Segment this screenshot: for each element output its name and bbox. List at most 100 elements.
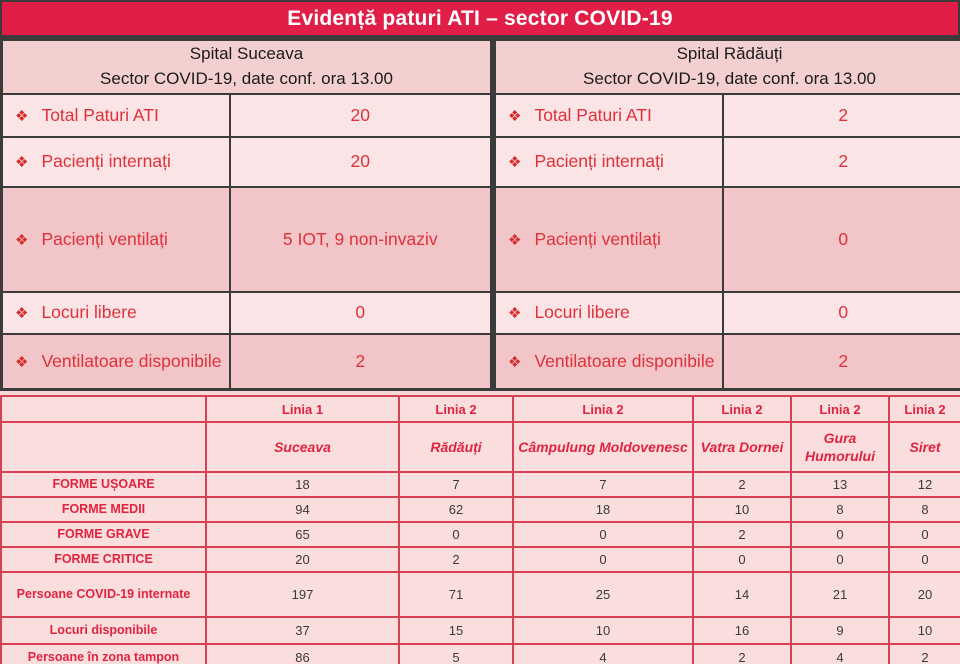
row-label: Total Paturi ATI (41, 104, 159, 125)
cell-value: 2 (692, 471, 792, 498)
cell-value: 4 (790, 643, 890, 664)
row-label: Total Paturi ATI (534, 104, 652, 125)
cell-value: 8 (790, 496, 890, 523)
linia-header: Linia 2 (692, 395, 792, 423)
cell-value: 37 (205, 616, 400, 645)
row-label-cell: ❖ Pacienți ventilați (0, 185, 231, 293)
row-label: Pacienți internați (41, 151, 171, 171)
hospital-table-suceava: Spital Suceava Sector COVID-19, date con… (0, 38, 493, 391)
cell-value: 7 (398, 471, 514, 498)
diamond-bullet-icon: ❖ (508, 353, 522, 371)
city-header: Siret (888, 421, 960, 473)
row-label-cell: ❖ Locuri libere (0, 290, 231, 335)
diamond-bullet-icon: ❖ (15, 154, 29, 171)
row-label: Persoane COVID-19 internate (0, 571, 207, 618)
cell-value: 15 (398, 616, 514, 645)
row-label: Pacienți ventilați (41, 228, 168, 249)
table-row: FORME MEDII 94 62 18 10 8 8 (0, 496, 960, 523)
cell-value: 0 (692, 546, 792, 573)
row-label: Pacienți ventilați (534, 228, 661, 249)
diamond-bullet-icon: ❖ (15, 305, 29, 322)
table-row: Persoane COVID-19 internate 197 71 25 14… (0, 571, 960, 618)
row-label-cell: ❖ Ventilatoare disponibile (493, 332, 724, 391)
row-label-cell: ❖ Locuri libere (493, 290, 724, 335)
row-label: Locuri disponibile (0, 616, 207, 645)
row-label: Locuri libere (41, 302, 137, 322)
hospital-tables-section: Spital Suceava Sector COVID-19, date con… (0, 38, 960, 391)
row-value: 0 (721, 290, 960, 335)
row-label-cell: ❖ Total Paturi ATI (493, 92, 724, 138)
table-row: FORME CRITICE 20 2 0 0 0 0 (0, 546, 960, 573)
linia-header: Linia 2 (790, 395, 890, 423)
city-header: Câmpulung Moldovenesc (512, 421, 694, 473)
hospital-name: Spital Suceava (189, 44, 304, 64)
diamond-bullet-icon: ❖ (508, 154, 522, 171)
row-value: 2 (721, 135, 960, 188)
page-title: Evidență paturi ATI – sector COVID-19 (287, 6, 673, 30)
hospital-subtitle: Sector COVID-19, date conf. ora 13.00 (583, 68, 876, 88)
diamond-bullet-icon: ❖ (15, 231, 29, 249)
row-value: 2 (228, 332, 493, 391)
row-label: FORME GRAVE (0, 521, 207, 548)
row-label-cell: ❖ Pacienți ventilați (493, 185, 724, 293)
row-value: 5 IOT, 9 non-invaziv (228, 185, 493, 293)
cell-value: 2 (398, 546, 514, 573)
row-label-cell: ❖ Pacienți internați (493, 135, 724, 188)
row-label: FORME MEDII (0, 496, 207, 523)
row-label-cell: ❖ Ventilatoare disponibile (0, 332, 231, 391)
row-label: Locuri libere (534, 302, 630, 322)
linia-header-row: Linia 1 Linia 2 Linia 2 Linia 2 Linia 2 … (0, 395, 960, 423)
cell-value: 71 (398, 571, 514, 618)
cell-value: 86 (205, 643, 400, 664)
table-row: FORME GRAVE 65 0 0 2 0 0 (0, 521, 960, 548)
cell-value: 25 (512, 571, 694, 618)
cell-value: 0 (398, 521, 514, 548)
row-label-cell: ❖ Pacienți internați (0, 135, 231, 188)
cell-value: 20 (205, 546, 400, 573)
row-value: 2 (721, 92, 960, 138)
cell-value: 20 (888, 571, 960, 618)
cell-value: 14 (692, 571, 792, 618)
cell-value: 197 (205, 571, 400, 618)
city-header: Gura Humorului (790, 421, 890, 473)
title-bar: Evidență paturi ATI – sector COVID-19 (0, 0, 960, 38)
cell-value: 0 (512, 521, 694, 548)
row-label: FORME CRITICE (0, 546, 207, 573)
row-label-cell: ❖ Total Paturi ATI (0, 92, 231, 138)
cell-value: 2 (692, 643, 792, 664)
cell-value: 0 (888, 546, 960, 573)
cell-value: 4 (512, 643, 694, 664)
cell-value: 21 (790, 571, 890, 618)
row-value: 2 (721, 332, 960, 391)
diamond-bullet-icon: ❖ (15, 353, 29, 371)
linia-header: Linia 1 (205, 395, 400, 423)
row-label: Ventilatoare disponibile (534, 350, 715, 371)
cell-value: 65 (205, 521, 400, 548)
linia-header: Linia 2 (398, 395, 514, 423)
empty-corner-cell (0, 395, 207, 423)
row-value: 20 (228, 135, 493, 188)
city-header-row: Suceava Rădăuți Câmpulung Moldovenesc Va… (0, 421, 960, 473)
row-label: Ventilatoare disponibile (41, 350, 222, 371)
hospital-table-radauti: Spital Rădăuți Sector COVID-19, date con… (493, 38, 960, 391)
cell-value: 12 (888, 471, 960, 498)
cell-value: 9 (790, 616, 890, 645)
row-label: Persoane în zona tampon (0, 643, 207, 664)
cell-value: 2 (888, 643, 960, 664)
cell-value: 0 (888, 521, 960, 548)
cell-value: 10 (512, 616, 694, 645)
hospital-subtitle: Sector COVID-19, date conf. ora 13.00 (100, 68, 393, 88)
city-header: Vatra Dornei (692, 421, 792, 473)
diamond-bullet-icon: ❖ (508, 231, 522, 249)
hospital-header: Spital Rădăuți Sector COVID-19, date con… (493, 38, 960, 95)
cell-value: 8 (888, 496, 960, 523)
empty-corner-cell (0, 421, 207, 473)
cell-value: 10 (888, 616, 960, 645)
linia-header: Linia 2 (888, 395, 960, 423)
lines-table: Linia 1 Linia 2 Linia 2 Linia 2 Linia 2 … (0, 395, 960, 664)
cell-value: 7 (512, 471, 694, 498)
cell-value: 0 (790, 546, 890, 573)
row-value: 20 (228, 92, 493, 138)
linia-header: Linia 2 (512, 395, 694, 423)
table-row: Persoane în zona tampon 86 5 4 2 4 2 (0, 643, 960, 664)
